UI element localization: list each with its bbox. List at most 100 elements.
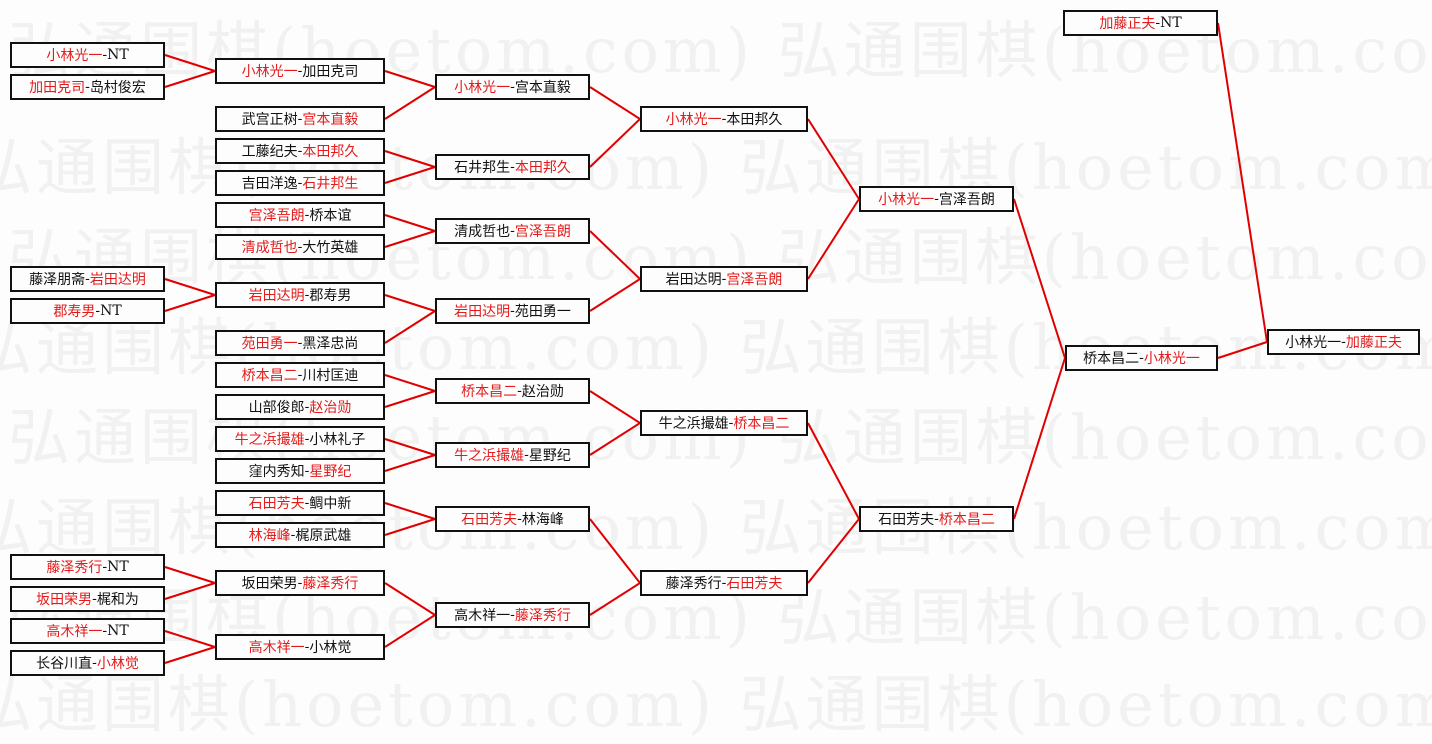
match-box-round3: 石田芳夫 - 林海峰 [435,506,590,532]
match-box-round3: 小林光一 - 宫本直毅 [435,74,590,100]
separator: - [297,143,303,159]
player-left: 林海峰 [248,528,291,544]
player-right: 宫泽吾朗 [514,224,571,240]
player-left: 小林光一 [241,64,298,80]
player-left: 高木祥一 [248,640,305,656]
match-box-round2: 山部俊郎 - 赵治勋 [215,394,385,420]
bracket-connector [384,166,436,184]
separator: - [510,159,515,175]
separator: - [517,383,522,399]
player-left: 石田芳夫 [248,496,305,512]
separator: - [934,191,939,207]
player-right: 桥本谊 [309,208,352,224]
separator: - [304,399,310,415]
separator: - [297,111,303,127]
bracket-connector [164,630,216,648]
separator: - [102,47,108,63]
separator: - [721,111,727,127]
match-box-round2: 工藤纪夫 - 本田邦久 [215,138,385,164]
player-right: 加田克司 [302,64,359,80]
match-box-round1: 小林光一 - NT [10,42,165,68]
separator: - [297,367,303,383]
player-right: 大竹英雄 [302,240,359,256]
bracket-connector [589,278,641,312]
player-right: 石井邦生 [302,176,359,192]
player-right: 桥本昌二 [938,512,995,528]
match-box-round3: 高木祥一 - 藤泽秀行 [435,602,590,628]
match-box-round3: 石井邦生 - 本田邦久 [435,154,590,180]
match-box-round2: 窪内秀知 - 星野纪 [215,458,385,484]
bracket-connector [384,86,436,120]
separator: - [510,303,515,319]
match-box-round2: 武宫正树 - 宫本直毅 [215,106,385,132]
separator: - [304,431,310,447]
player-left: 藤泽朋斋 [29,272,86,288]
separator: - [297,575,303,591]
player-right: 岛村俊宏 [89,80,146,96]
player-right: NT [100,303,122,319]
separator: - [297,63,303,79]
match-box-round4: 藤泽秀行 - 石田芳夫 [640,570,808,596]
separator: - [304,639,310,655]
match-box-round3: 岩田达明 - 苑田勇一 [435,298,590,324]
separator: - [297,239,303,255]
player-right: 苑田勇一 [514,304,571,320]
player-right: 川村匡迪 [302,368,359,384]
player-left: 岩田达明 [248,288,305,304]
player-left: 郡寿男 [53,304,96,320]
match-box-round2: 牛之浜撮雄 - 小林礼子 [215,426,385,452]
match-box-round1: 长谷川直 - 小林觉 [10,650,165,676]
player-left: 苑田勇一 [241,336,298,352]
match-box-round2: 岩田达明 - 郡寿男 [215,282,385,308]
match-box-round1: 坂田荣男 - 梶和为 [10,586,165,612]
separator: - [92,655,97,671]
bracket-connector [589,582,641,616]
player-right: 宫泽吾朗 [726,272,783,288]
player-right: 小林礼子 [309,432,366,448]
match-box-round1: 郡寿男 - NT [10,298,165,324]
separator: - [85,79,90,95]
match-box-round1: 藤泽朋斋 - 岩田达明 [10,266,165,292]
bracket-connector [384,294,436,312]
player-left: 窪内秀知 [248,464,305,480]
separator: - [510,79,515,95]
bracket-connector [1013,357,1066,520]
player-left: 牛之浜撮雄 [658,416,729,432]
player-left: 高木祥一 [46,624,103,640]
bracket-connector [384,614,436,648]
separator: - [1155,15,1161,31]
match-box-round1: 藤泽秀行 - NT [10,554,165,580]
player-left: 小林光一 [46,48,103,64]
match-box-round2: 桥本昌二 - 川村匡迪 [215,362,385,388]
match-box-round4: 牛之浜撮雄 - 桥本昌二 [640,410,808,436]
bracket-connector [164,646,216,664]
bracket-connector [384,582,436,616]
player-left: 清成哲也 [454,224,511,240]
bracket-connector [164,54,216,72]
separator: - [524,447,529,463]
player-right: 宫本直毅 [514,80,571,96]
player-right: 石田芳夫 [726,576,783,592]
bracket-connector [1217,22,1268,343]
match-box-round3: 桥本昌二 - 赵治勋 [435,378,590,404]
player-right: 藤泽秀行 [302,576,359,592]
player-right: 星野纪 [528,448,571,464]
bracket-connector [807,518,860,584]
player-left: 小林光一 [878,192,935,208]
bracket-connector [807,198,860,280]
bracket-connector [384,390,436,408]
player-left: 桥本昌二 [1083,351,1140,367]
match-box-round2: 宫泽吾朗 - 桥本谊 [215,202,385,228]
match-box-round5: 小林光一 - 宫泽吾朗 [859,186,1014,212]
player-right: NT [107,47,129,63]
player-right: NT [107,623,129,639]
player-left: 石井邦生 [454,160,511,176]
player-left: 长谷川直 [36,656,93,672]
bracket-connector [384,438,436,456]
match-box-round3: 清成哲也 - 宫泽吾朗 [435,218,590,244]
match-box-round5: 石田芳夫 - 桥本昌二 [859,506,1014,532]
bracket-connector [164,566,216,584]
separator: - [290,527,296,543]
player-right: 小林光一 [1143,351,1200,367]
separator: - [297,335,303,351]
